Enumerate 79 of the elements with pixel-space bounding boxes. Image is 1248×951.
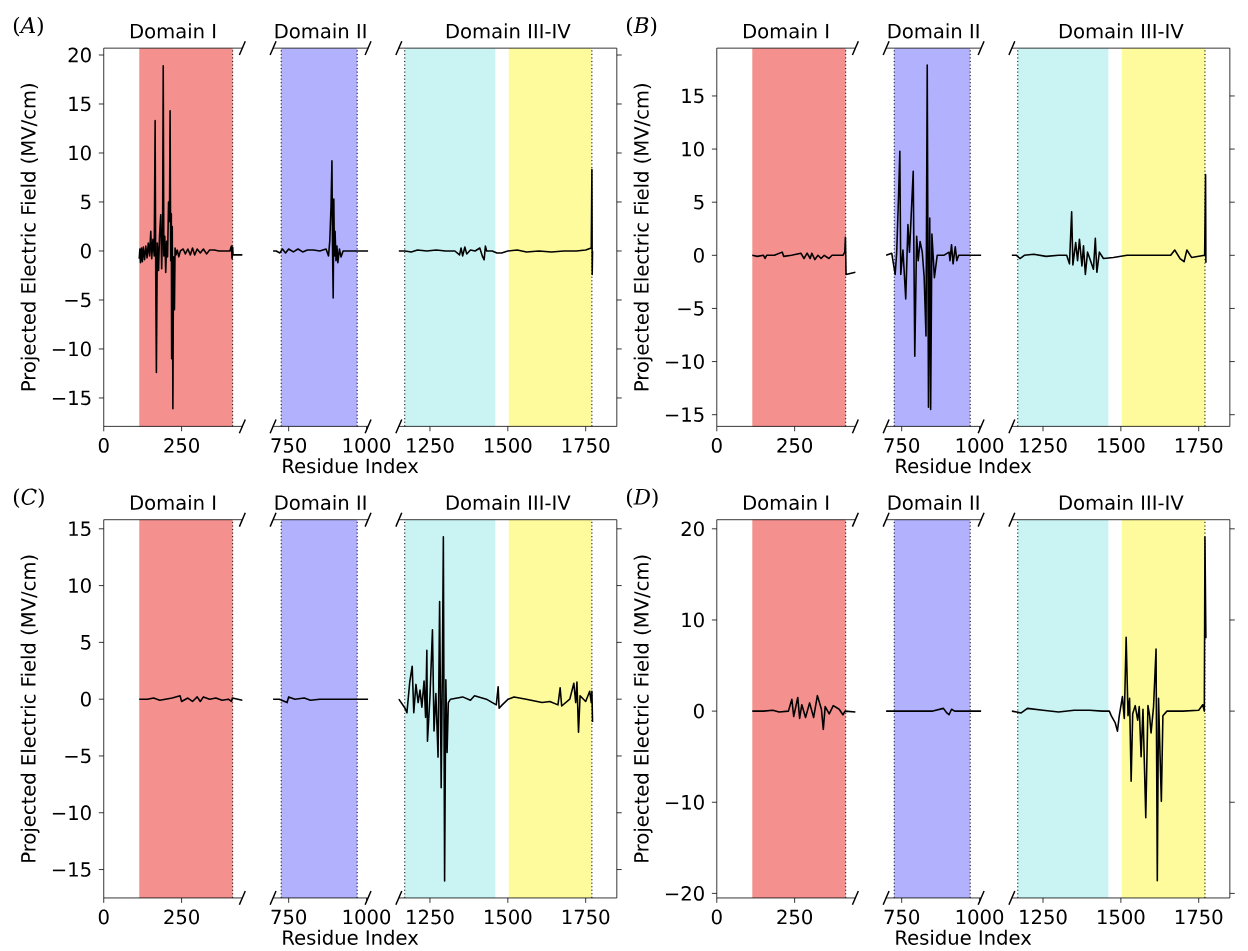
x-tick-label: 1500 [485, 437, 532, 453]
x-axis-title: Residue Index [283, 457, 419, 474]
x-tick-label: 1000 [956, 437, 1004, 453]
y-tick-label: −20 [665, 885, 704, 901]
x-axis-title: Residue Index [896, 929, 1032, 945]
x-axis-title: Residue Index [283, 929, 419, 945]
chart-title: Domain II [275, 494, 366, 510]
x-tick-label: 250 [777, 909, 813, 925]
chart-title: Domain III-IV [1059, 23, 1184, 39]
chart-title: Domain I [130, 494, 216, 510]
x-tick-label: 250 [164, 909, 199, 925]
y-tick-label: 5 [694, 194, 704, 210]
x-tick-label: 750 [884, 909, 920, 925]
chart-title: Domain I [744, 494, 829, 510]
y-tick-label: 15 [69, 96, 91, 112]
x-tick-label: 1750 [1175, 437, 1223, 453]
x-tick-label: 1500 [1098, 437, 1145, 453]
x-tick-label: 0 [98, 437, 109, 453]
chart-title: Domain II [888, 494, 979, 510]
y-tick-label: −15 [665, 407, 704, 422]
x-tick-label: 250 [164, 437, 199, 453]
text: (A) [13, 16, 43, 37]
y-axis-title: Projected Electric Field (MV/cm) [633, 83, 653, 391]
x-tick-label: 250 [777, 437, 813, 453]
y-tick-label: 10 [69, 145, 91, 161]
text: (B) [626, 16, 657, 37]
x-tick-label: 1750 [562, 909, 610, 925]
y-tick-label: −10 [665, 794, 704, 810]
y-axis-title: Projected Electric Field (MV/cm) [633, 555, 653, 862]
y-tick-label: 20 [68, 47, 91, 63]
y-tick-label: 0 [693, 703, 704, 719]
y-tick-label: 10 [682, 141, 704, 157]
x-tick-label: 1250 [1020, 909, 1067, 925]
x-tick-label: 750 [884, 437, 920, 453]
x-tick-label: 750 [271, 437, 307, 453]
x-tick-label: 1250 [407, 437, 454, 453]
x-tick-label: 1750 [1175, 909, 1223, 925]
chart-title: Domain I [744, 23, 829, 39]
text: (C) [13, 488, 44, 508]
y-tick-label: 10 [69, 577, 91, 593]
y-tick-label: −10 [665, 353, 704, 369]
x-tick-label: 1500 [1098, 909, 1145, 925]
x-tick-label: 1000 [956, 909, 1004, 925]
y-tick-label: 0 [80, 691, 91, 707]
x-axis-title: Residue Index [896, 457, 1032, 474]
x-tick-label: 1000 [343, 437, 391, 453]
y-tick-label: 0 [80, 243, 91, 259]
y-tick-label: −5 [678, 300, 704, 316]
y-tick-label: 15 [682, 88, 704, 104]
y-tick-label: 15 [69, 521, 91, 536]
y-tick-label: −10 [52, 805, 91, 820]
y-tick-label: −15 [52, 862, 91, 877]
y-tick-label: 5 [81, 634, 91, 650]
chart-title: Domain III-IV [446, 494, 571, 510]
y-axis-title: Projected Electric Field (MV/cm) [20, 555, 40, 862]
text: (D) [626, 488, 658, 508]
y-tick-label: 0 [693, 247, 704, 263]
x-tick-label: 1250 [1020, 437, 1067, 453]
chart-title: Domain II [275, 23, 366, 39]
x-tick-label: 1500 [485, 909, 532, 925]
x-tick-label: 1000 [343, 909, 391, 925]
y-tick-label: 10 [682, 612, 704, 628]
x-tick-label: 1750 [562, 437, 610, 453]
x-tick-label: 0 [98, 909, 109, 925]
y-tick-label: 20 [681, 521, 704, 537]
y-tick-label: 5 [81, 194, 91, 210]
chart-title: Domain III-IV [446, 23, 571, 39]
y-tick-label: −5 [65, 292, 91, 308]
y-tick-label: −10 [52, 341, 91, 357]
y-tick-label: −15 [52, 390, 91, 406]
x-tick-label: 0 [711, 909, 722, 925]
chart-title: Domain II [888, 23, 979, 39]
chart-title: Domain I [130, 23, 216, 39]
y-tick-label: −5 [65, 748, 91, 764]
x-tick-label: 750 [271, 909, 307, 925]
y-axis-title: Projected Electric Field (MV/cm) [20, 83, 40, 391]
x-tick-label: 0 [711, 437, 722, 453]
x-tick-label: 1250 [407, 909, 454, 925]
chart-title: Domain III-IV [1059, 494, 1184, 510]
